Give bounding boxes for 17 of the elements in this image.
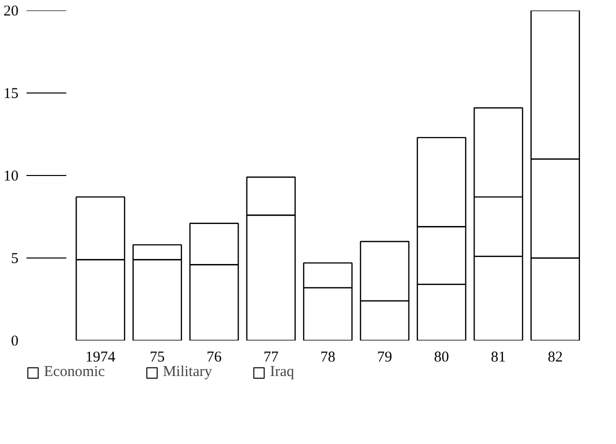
x-tick-label: 76 [206, 350, 222, 366]
x-tick-label: 82 [548, 350, 563, 366]
x-tick-label: 1974 [85, 350, 116, 366]
legend-label: Iraq [270, 364, 294, 381]
legend-label: Economic [44, 364, 105, 381]
x-tick-label: 77 [263, 350, 279, 366]
y-tick-label: 5 [11, 251, 18, 267]
x-tick-label: 78 [320, 350, 336, 366]
x-tick-label: 79 [377, 350, 392, 366]
y-tick-label: 0 [11, 334, 18, 350]
x-tick-label: 75 [150, 350, 165, 366]
y-tick-label: 20 [4, 4, 18, 20]
legend-label: Military [162, 364, 212, 381]
x-tick-label: 80 [434, 350, 450, 366]
y-tick-label: 15 [4, 86, 18, 102]
y-tick-label: 10 [4, 168, 18, 184]
x-tick-label: 81 [490, 350, 506, 366]
